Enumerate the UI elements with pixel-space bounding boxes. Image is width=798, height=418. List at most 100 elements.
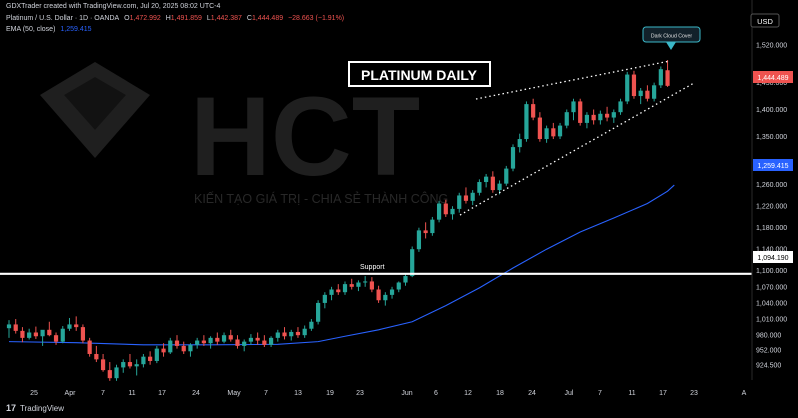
candle-up [524, 104, 529, 140]
x-tick-label: 17 [158, 390, 166, 397]
candle-up [638, 90, 643, 97]
y-tick-label: 1,260.000 [756, 182, 787, 189]
candle-up [67, 324, 72, 329]
y-tick-label: 1,070.000 [756, 284, 787, 291]
candle-up [389, 289, 395, 295]
candle-down [47, 329, 52, 336]
callout-text: Dark Cloud Cover [651, 34, 692, 40]
candle-up [329, 289, 334, 295]
candle-up [309, 321, 314, 329]
x-tick-label: 18 [496, 390, 504, 397]
ema-legend[interactable]: EMA (50, close) 1,259.415 [6, 26, 95, 33]
y-tick-label: 1,520.000 [756, 43, 787, 50]
change-value: −28.663 (−1.91%) [288, 15, 345, 22]
candle-up [342, 284, 348, 293]
candle-up [60, 328, 65, 342]
candle-up [316, 302, 321, 322]
ema-legend-value: 1,259.415 [60, 26, 92, 33]
x-tick-label: 17 [659, 390, 667, 397]
candle-up [322, 294, 327, 303]
candle-down [463, 195, 469, 201]
hct-watermark-logo: HCT KIẾN TẠO GIÁ TRỊ - CHIA SẺ THÀNH CÔN… [40, 62, 448, 206]
y-tick-label: 1,010.000 [756, 317, 787, 324]
candle-up [652, 85, 657, 99]
y-tick-label: 1,040.000 [756, 300, 787, 307]
candle-up [208, 337, 213, 344]
candle-up [416, 230, 422, 250]
y-tick-label: 1,400.000 [756, 107, 787, 114]
x-tick-label: 11 [128, 390, 135, 397]
x-tick-label: 23 [690, 390, 698, 397]
y-tick-label: 1,140.000 [756, 247, 787, 254]
symbol-name[interactable]: Platinum / U.S. Dollar · 1D · OANDA [6, 15, 120, 22]
candles [6, 60, 670, 381]
candle-up [188, 344, 193, 352]
candle-up [268, 337, 274, 345]
y-tick-label: 980.000 [756, 333, 781, 340]
candle-up [168, 340, 173, 353]
candle-down [87, 340, 92, 354]
time-axis[interactable]: 25 Apr 7 11 17 24 May 7 13 19 23 Jun 6 12 18 24 Jul 7 11 17… [30, 390, 747, 397]
currency-button[interactable]: USD [750, 13, 780, 28]
x-tick-label: 24 [192, 390, 200, 397]
x-tick-label: Apr [65, 390, 77, 397]
last-price-badge: 1,444.489 [753, 71, 793, 83]
x-tick-label: 25 [30, 390, 38, 397]
x-tick-label: 12 [464, 390, 472, 397]
candle-down [235, 339, 240, 346]
candle-up [598, 113, 603, 121]
chart-title: PLATINUM DAILY [361, 67, 478, 83]
y-tick-label: 924.500 [756, 363, 781, 370]
ema-price-text: 1,259.415 [757, 163, 788, 170]
wedge-trendlines [459, 60, 695, 216]
candle-down [604, 113, 610, 118]
watermark-brand: HCT [190, 74, 420, 199]
candle-up [221, 335, 227, 342]
chart-title-box: PLATINUM DAILY [348, 61, 491, 87]
candle-up [430, 219, 435, 234]
support-price-badge: 1,094.190 [753, 251, 793, 263]
x-tick-label: Jul [565, 390, 574, 397]
candle-down [201, 340, 206, 344]
y-tick-label: 1,100.000 [756, 268, 787, 275]
tradingview-logo[interactable]: 17 TradingView [6, 403, 64, 413]
candle-up [571, 101, 576, 113]
candle-down [107, 370, 112, 379]
candle-up [436, 203, 442, 220]
created-by-text: GDXTrader created with TradingView.com, … [6, 3, 221, 10]
candle-up [40, 329, 45, 337]
candle-down [282, 332, 287, 337]
candle-down [645, 90, 650, 99]
candle-down [94, 353, 99, 360]
candle-up [396, 282, 401, 290]
candle-up [275, 332, 280, 338]
low-label: L [206, 15, 211, 22]
open-value: 1,472.992 [129, 15, 161, 22]
support-label: Support [360, 264, 385, 271]
x-tick-label: 13 [294, 390, 302, 397]
y-tick-label: 1,180.000 [756, 225, 787, 232]
candle-up [470, 192, 475, 201]
candle-up [356, 282, 361, 287]
x-tick-label: 19 [326, 390, 334, 397]
high-value: 1,491.859 [170, 15, 202, 22]
x-tick-label: 11 [628, 390, 635, 397]
candle-down [53, 335, 59, 342]
candle-up [564, 112, 569, 126]
candle-up [510, 147, 516, 169]
ema-legend-label: EMA (50, close) [6, 26, 56, 33]
candle-up [248, 337, 254, 342]
wedge-upper-line [475, 60, 671, 100]
candle-down [80, 327, 86, 341]
candle-down [490, 176, 495, 191]
x-tick-label: 24 [528, 390, 536, 397]
candle-up [141, 356, 146, 365]
high-label: H [165, 15, 171, 22]
price-axis[interactable]: 1,520.0001,450.0001,400.0001,350.0001,30… [756, 43, 787, 370]
candle-up [450, 208, 455, 215]
candle-down [20, 330, 25, 338]
ema-line [8, 184, 675, 346]
candle-up [504, 168, 509, 184]
candle-down [228, 335, 233, 340]
candle-down [631, 74, 637, 97]
